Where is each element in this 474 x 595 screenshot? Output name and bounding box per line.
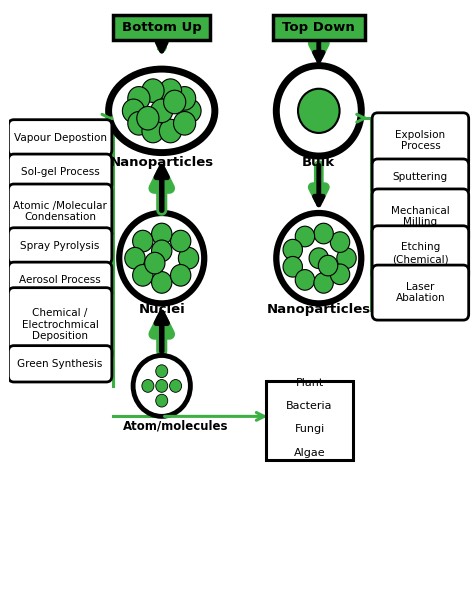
- FancyBboxPatch shape: [9, 262, 112, 299]
- FancyBboxPatch shape: [273, 14, 365, 40]
- Ellipse shape: [109, 69, 215, 152]
- Circle shape: [330, 264, 350, 284]
- FancyBboxPatch shape: [9, 228, 112, 264]
- Text: Green Synthesis: Green Synthesis: [18, 359, 103, 369]
- Circle shape: [142, 119, 164, 143]
- FancyBboxPatch shape: [372, 189, 469, 244]
- Circle shape: [133, 265, 153, 286]
- Text: Nanoparticles: Nanoparticles: [267, 303, 371, 317]
- Circle shape: [122, 99, 145, 123]
- Text: Atom/molecules: Atom/molecules: [123, 419, 228, 433]
- Circle shape: [170, 380, 182, 392]
- Circle shape: [314, 223, 333, 244]
- FancyBboxPatch shape: [372, 113, 469, 168]
- Circle shape: [142, 79, 164, 102]
- Circle shape: [125, 248, 145, 269]
- Circle shape: [173, 111, 196, 135]
- Circle shape: [164, 90, 186, 114]
- FancyBboxPatch shape: [9, 287, 112, 361]
- Circle shape: [171, 230, 191, 252]
- Text: Top Down: Top Down: [283, 21, 355, 34]
- FancyBboxPatch shape: [265, 381, 354, 459]
- Circle shape: [178, 248, 199, 269]
- Text: Aerosol Process: Aerosol Process: [19, 275, 101, 286]
- Circle shape: [173, 87, 196, 110]
- Circle shape: [276, 213, 361, 303]
- Text: Etching
(Chemical): Etching (Chemical): [392, 243, 449, 264]
- Circle shape: [152, 223, 172, 245]
- Circle shape: [156, 380, 168, 392]
- Circle shape: [152, 271, 172, 293]
- Circle shape: [151, 99, 173, 123]
- Text: Bottom Up: Bottom Up: [122, 21, 201, 34]
- Circle shape: [314, 273, 333, 293]
- FancyBboxPatch shape: [113, 14, 210, 40]
- Text: Nanoparticles: Nanoparticles: [109, 156, 214, 169]
- Circle shape: [295, 270, 315, 290]
- Circle shape: [179, 99, 201, 123]
- Text: Chemical /
Electrochmical
Deposition: Chemical / Electrochmical Deposition: [22, 308, 99, 341]
- Text: Mechanical
Milling: Mechanical Milling: [391, 206, 450, 227]
- Circle shape: [298, 89, 339, 133]
- Text: Laser
Abalation: Laser Abalation: [396, 282, 445, 303]
- Circle shape: [137, 107, 159, 130]
- FancyBboxPatch shape: [9, 184, 112, 239]
- FancyBboxPatch shape: [372, 265, 469, 320]
- Text: Vapour Depostion: Vapour Depostion: [14, 133, 107, 143]
- Circle shape: [276, 65, 361, 156]
- Circle shape: [309, 248, 328, 268]
- Text: Spray Pyrolysis: Spray Pyrolysis: [20, 241, 100, 251]
- Circle shape: [159, 79, 182, 102]
- Circle shape: [145, 252, 165, 274]
- Circle shape: [133, 230, 153, 252]
- FancyBboxPatch shape: [9, 154, 112, 190]
- Circle shape: [295, 226, 315, 247]
- Circle shape: [159, 119, 182, 143]
- Text: Expolsion
Process: Expolsion Process: [395, 130, 446, 151]
- Circle shape: [156, 394, 168, 407]
- Circle shape: [283, 256, 302, 277]
- Circle shape: [337, 248, 356, 268]
- FancyBboxPatch shape: [9, 120, 112, 156]
- Text: Plant

Bacteria

Fungi

Algae: Plant Bacteria Fungi Algae: [286, 378, 333, 458]
- FancyBboxPatch shape: [9, 346, 112, 382]
- Circle shape: [128, 111, 150, 135]
- Text: Sol-gel Process: Sol-gel Process: [21, 167, 100, 177]
- Circle shape: [128, 87, 150, 110]
- Text: Bulk: Bulk: [302, 156, 335, 169]
- FancyBboxPatch shape: [372, 159, 469, 195]
- Circle shape: [152, 240, 172, 262]
- Circle shape: [142, 380, 154, 392]
- FancyBboxPatch shape: [372, 226, 469, 281]
- Text: Sputtering: Sputtering: [393, 172, 448, 182]
- Circle shape: [283, 239, 302, 260]
- Circle shape: [156, 365, 168, 378]
- Circle shape: [133, 355, 191, 416]
- Circle shape: [119, 213, 204, 303]
- Circle shape: [330, 232, 350, 252]
- Text: Atomic /Molecular
Condensation: Atomic /Molecular Condensation: [13, 201, 107, 223]
- Circle shape: [171, 265, 191, 286]
- Circle shape: [319, 255, 338, 276]
- Text: Nuclei: Nuclei: [138, 303, 185, 317]
